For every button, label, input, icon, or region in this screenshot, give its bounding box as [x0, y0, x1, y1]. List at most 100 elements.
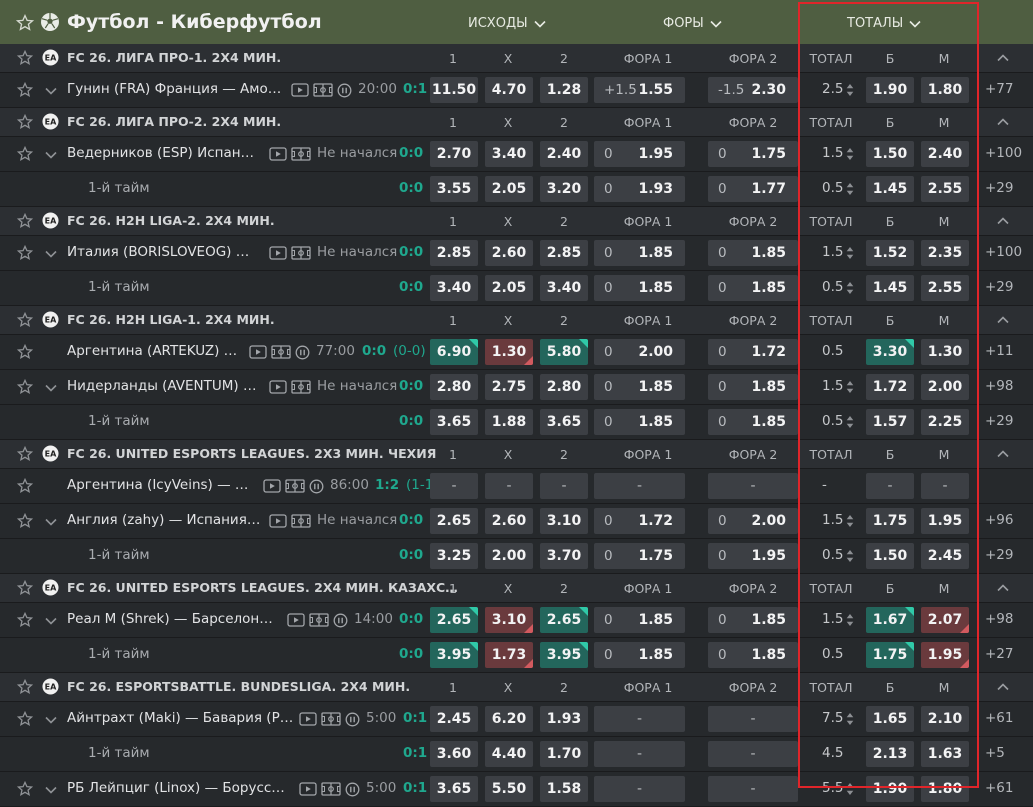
odd-1-button[interactable]: 3.25: [430, 543, 478, 569]
more-markets-link[interactable]: +5: [985, 745, 1005, 761]
pause-icon[interactable]: [309, 479, 324, 494]
match-name[interactable]: Италия (BORISLOVEOG) …: [67, 244, 250, 260]
odd-1-button[interactable]: -: [430, 473, 478, 499]
tab-outcomes[interactable]: ИСХОДЫ: [468, 16, 546, 31]
odd-total-under-button[interactable]: 1.63: [921, 741, 969, 767]
handicap-2-button[interactable]: 0 2.00: [708, 508, 798, 534]
star-icon[interactable]: [17, 312, 33, 328]
odd-x-button[interactable]: 2.00: [485, 543, 533, 569]
odd-total-under-button[interactable]: 1.30: [921, 339, 969, 365]
chevron-up-icon[interactable]: [997, 584, 1009, 592]
odd-total-over-button[interactable]: 1.57: [866, 409, 914, 435]
odd-1-button[interactable]: 3.65: [430, 776, 478, 802]
handicap-2-button[interactable]: -: [708, 776, 798, 802]
odd-2-button[interactable]: 2.85: [540, 240, 588, 266]
chevron-up-icon[interactable]: [997, 118, 1009, 126]
chevron-up-icon[interactable]: [997, 450, 1009, 458]
odd-1-button[interactable]: 3.65: [430, 409, 478, 435]
field-icon[interactable]: [309, 613, 329, 627]
video-icon[interactable]: [269, 514, 287, 528]
handicap-2-button[interactable]: 0 1.85: [708, 642, 798, 668]
field-icon[interactable]: [291, 514, 311, 528]
odd-2-button[interactable]: 3.20: [540, 176, 588, 202]
odd-total-over-button[interactable]: 1.72: [866, 374, 914, 400]
chevron-down-icon[interactable]: [45, 716, 57, 724]
handicap-2-button[interactable]: -1.5 2.30: [708, 77, 798, 103]
chevron-up-icon[interactable]: [997, 217, 1009, 225]
odd-2-button[interactable]: 3.40: [540, 275, 588, 301]
more-markets-link[interactable]: +11: [985, 343, 1014, 359]
handicap-1-button[interactable]: 0 1.75: [594, 543, 685, 569]
odd-2-button[interactable]: 1.28: [540, 77, 588, 103]
star-icon[interactable]: [17, 446, 33, 462]
match-name[interactable]: Аргентина (ARTEKUZ) …: [67, 343, 238, 359]
more-markets-link[interactable]: +98: [985, 611, 1014, 627]
more-markets-link[interactable]: +29: [985, 413, 1014, 429]
odd-1-button[interactable]: 2.70: [430, 141, 478, 167]
match-name[interactable]: Гунин (FRA) Франция — Амо…: [67, 81, 282, 97]
handicap-1-button[interactable]: +1.5 1.55: [594, 77, 685, 103]
handicap-1-button[interactable]: 0 1.85: [594, 275, 685, 301]
field-icon[interactable]: [291, 147, 311, 161]
match-name[interactable]: Англия (zahy) — Испания…: [67, 512, 261, 528]
pause-icon[interactable]: [345, 782, 360, 797]
handicap-2-button[interactable]: 0 1.85: [708, 607, 798, 633]
chevron-down-icon[interactable]: [45, 87, 57, 95]
odd-1-button[interactable]: 3.40: [430, 275, 478, 301]
video-icon[interactable]: [299, 782, 317, 796]
handicap-2-button[interactable]: 0 1.95: [708, 543, 798, 569]
total-stepper-icon[interactable]: [846, 514, 854, 528]
star-icon[interactable]: [17, 781, 33, 797]
pause-icon[interactable]: [337, 83, 352, 98]
odd-total-under-button[interactable]: -: [921, 473, 969, 499]
odd-total-over-button[interactable]: 1.67: [866, 607, 914, 633]
star-icon[interactable]: [17, 213, 33, 229]
star-icon[interactable]: [17, 82, 33, 98]
more-markets-link[interactable]: +100: [985, 244, 1023, 260]
handicap-2-button[interactable]: 0 1.77: [708, 176, 798, 202]
odd-x-button[interactable]: 4.40: [485, 741, 533, 767]
league-name[interactable]: FC 26. ЛИГА ПРО-1. 2X4 МИН.: [67, 50, 282, 65]
odd-x-button[interactable]: 2.05: [485, 176, 533, 202]
match-row[interactable]: Аргентина (IcyVeins) — … 86:00 1:2 (1-1) - - -…: [0, 469, 1033, 503]
tab-handicaps[interactable]: ФОРЫ: [663, 16, 722, 31]
handicap-1-button[interactable]: 0 1.85: [594, 642, 685, 668]
more-markets-link[interactable]: +61: [985, 710, 1014, 726]
odd-x-button[interactable]: 6.20: [485, 706, 533, 732]
chevron-up-icon[interactable]: [997, 683, 1009, 691]
total-stepper-icon[interactable]: [846, 415, 854, 429]
field-icon[interactable]: [321, 782, 341, 796]
odd-x-button[interactable]: 1.73: [485, 642, 533, 668]
odd-x-button[interactable]: 4.70: [485, 77, 533, 103]
more-markets-link[interactable]: +61: [985, 780, 1014, 796]
handicap-1-button[interactable]: -: [594, 473, 685, 499]
chevron-down-icon[interactable]: [45, 384, 57, 392]
odd-total-over-button[interactable]: 1.45: [866, 275, 914, 301]
odd-1-button[interactable]: 3.60: [430, 741, 478, 767]
league-name[interactable]: FC 26. UNITED ESPORTS LEAGUES. 2X3 МИН. …: [67, 446, 437, 461]
odd-2-button[interactable]: -: [540, 473, 588, 499]
pause-icon[interactable]: [295, 345, 310, 360]
handicap-2-button[interactable]: 0 1.85: [708, 409, 798, 435]
match-row[interactable]: Айнтрахт (Maki) — Бавария (Р… 5:00 0:1 2.45…: [0, 702, 1033, 736]
odd-1-button[interactable]: 2.85: [430, 240, 478, 266]
handicap-2-button[interactable]: -: [708, 473, 798, 499]
match-name[interactable]: Нидерланды (AVENTUM) …: [67, 378, 257, 394]
league-name[interactable]: FC 26. ESPORTSBATTLE. BUNDESLIGA. 2X4 МИ…: [67, 679, 411, 694]
star-icon[interactable]: [17, 679, 33, 695]
handicap-1-button[interactable]: 0 1.85: [594, 409, 685, 435]
total-stepper-icon[interactable]: [846, 782, 854, 796]
odd-total-over-button[interactable]: 1.50: [866, 543, 914, 569]
odd-x-button[interactable]: 2.75: [485, 374, 533, 400]
odd-total-under-button[interactable]: 2.25: [921, 409, 969, 435]
league-name[interactable]: FC 26. UNITED ESPORTS LEAGUES. 2X4 МИН. …: [67, 580, 458, 595]
total-stepper-icon[interactable]: [846, 549, 854, 563]
total-stepper-icon[interactable]: [846, 613, 854, 627]
odd-total-under-button[interactable]: 2.35: [921, 240, 969, 266]
match-row[interactable]: Ведерников (ESP) Испан… Не начался 0:0 2.70…: [0, 137, 1033, 171]
chevron-down-icon[interactable]: [45, 151, 57, 159]
match-name[interactable]: Ведерников (ESP) Испан…: [67, 145, 255, 161]
odd-total-under-button[interactable]: 2.10: [921, 706, 969, 732]
handicap-2-button[interactable]: 0 1.75: [708, 141, 798, 167]
more-markets-link[interactable]: +96: [985, 512, 1014, 528]
